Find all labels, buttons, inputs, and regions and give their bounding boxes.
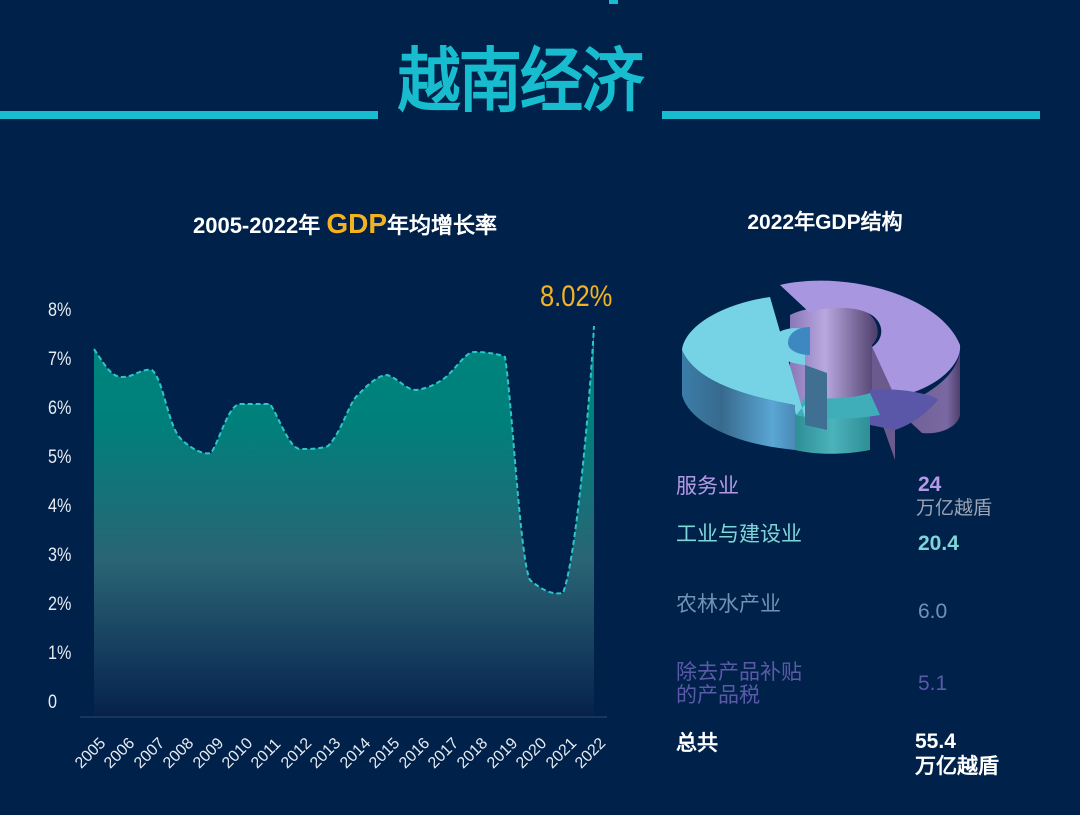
y-tick: 0 <box>48 692 57 713</box>
donut-hole <box>788 327 810 355</box>
slice-taxes-top <box>870 389 938 430</box>
legend-label-total: 总共 <box>676 732 718 755</box>
slice-industry-side <box>682 350 795 450</box>
y-tick: 5% <box>48 447 72 468</box>
legend-label-taxes-line2: 的产品税 <box>676 684 760 707</box>
top-decor-tick <box>609 0 618 4</box>
peak-value-label: 8.02% <box>540 280 613 313</box>
gdp-structure-3d-donut <box>682 280 961 460</box>
slice-industry-top <box>682 297 807 425</box>
line-chart-title: 2005-2022年 GDP年均增长率 <box>160 208 530 240</box>
line-chart-title-suffix: 年均增长率 <box>387 213 498 238</box>
line-chart-title-highlight: GDP <box>326 208 387 239</box>
legend-label-services: 服务业 <box>676 475 739 498</box>
legend-value-services: 24 <box>918 473 942 496</box>
slice-industry-cut <box>805 365 827 430</box>
legend-label-industry: 工业与建设业 <box>676 523 802 546</box>
legend-value-agriculture: 6.0 <box>918 600 948 623</box>
y-tick: 4% <box>48 496 72 517</box>
y-tick: 1% <box>48 643 72 664</box>
legend-unit-total: 万亿越盾 <box>915 755 999 778</box>
title-rule-right <box>662 111 1040 119</box>
pie-chart-title: 2022年GDP结构 <box>747 211 903 234</box>
y-tick: 6% <box>48 398 72 419</box>
y-tick: 2% <box>48 594 72 615</box>
title-rule-left <box>0 111 378 119</box>
line-chart-title-prefix: 2005-2022年 <box>192 213 327 238</box>
legend-value-taxes: 5.1 <box>918 672 948 695</box>
legend-label-agriculture: 农林水产业 <box>676 593 781 616</box>
y-tick: 8% <box>48 300 72 321</box>
area-fill <box>94 326 594 717</box>
page-title: 越南经济 <box>397 42 645 120</box>
y-tick: 3% <box>48 545 72 566</box>
legend-label-taxes-line1: 除去产品补贴 <box>676 661 802 684</box>
legend-value-total: 55.4 <box>915 730 956 753</box>
y-tick: 7% <box>48 349 72 370</box>
slice-services-top <box>780 280 961 397</box>
legend-unit-services: 万亿越盾 <box>916 498 993 519</box>
legend-value-industry: 20.4 <box>918 532 959 555</box>
